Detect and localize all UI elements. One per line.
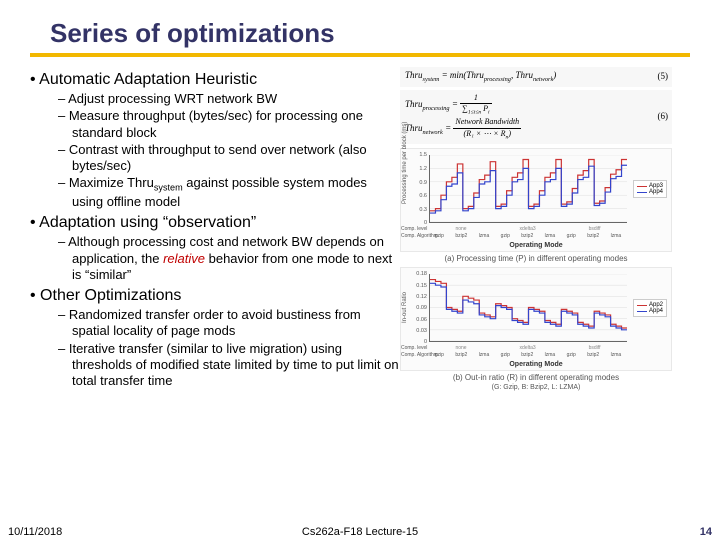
bullet-item: Although processing cost and network BW …: [58, 234, 400, 283]
chart-b-yticks: 00.030.060.090.120.150.18: [415, 274, 427, 342]
eq6-num: 1: [460, 93, 491, 104]
chart-a-xcat-sub: nonexdelta3bsdiff: [429, 226, 627, 232]
chart-b-title: (b) Out-in ratio (R) in different operat…: [400, 373, 672, 382]
bullet-heading-2: Adaptation using “observation”: [28, 214, 400, 232]
eq6-number: (6): [658, 111, 669, 123]
text-column: Automatic Adaptation Heuristic Adjust pr…: [0, 67, 400, 391]
chart-a-xlabel: Operating Mode: [509, 242, 562, 249]
bullet-item: Maximize Thrusystem against possible sys…: [58, 175, 400, 210]
main-content: Automatic Adaptation Heuristic Adjust pr…: [0, 67, 720, 391]
eq6b-num: Network Bandwidth: [453, 117, 521, 128]
chart-a-legend: App3App4: [633, 180, 667, 198]
chart-b-footnote: (G: Gzip, B: Bzip2, L: LZMA): [400, 384, 672, 391]
slide-title: Series of optimizations: [0, 0, 720, 53]
chart-a-ylabel: Processing time per block (ms): [402, 196, 408, 204]
chart-a-yticks: 00.30.60.91.21.5: [415, 155, 427, 223]
eq5-body: Thrusystem = min(Thruprocessing, Thrunet…: [405, 70, 556, 80]
chart-b-ylabel: In-out Ratio: [402, 315, 408, 323]
bullet-item: Measure throughput (bytes/sec) for proce…: [58, 108, 400, 141]
bullet-item: Iterative transfer (similar to live migr…: [58, 341, 400, 390]
chart-a-xcat: gzipbzip2lzmagzipbzip2lzmagzipbzip2lzma: [429, 233, 627, 239]
chart-a-plot: [429, 155, 627, 223]
eq6b-den: (R₁ × ⋯ × Rn): [453, 129, 521, 142]
chart-b-xcat-sub: nonexdelta3bsdiff: [429, 345, 627, 351]
figure-column: Thrusystem = min(Thruprocessing, Thrunet…: [400, 67, 680, 391]
bullet-heading-1: Automatic Adaptation Heuristic: [28, 71, 400, 89]
equation-6: Thruprocessing = 1∑1≤i≤n Pi Thrunetwork …: [400, 90, 672, 145]
eq6-den: ∑1≤i≤n Pi: [460, 104, 491, 117]
eq6-lhs: Thruprocessing =: [405, 99, 458, 109]
footer-lecture: Cs262a-F18 Lecture-15: [302, 526, 418, 538]
chart-b-plot: [429, 274, 627, 342]
bullet-item: Randomized transfer order to avoid busti…: [58, 307, 400, 340]
chart-b-row-1: Comp. level: [401, 345, 427, 351]
eq6b-lhs: Thrunetwork =: [405, 123, 451, 133]
equation-5: Thrusystem = min(Thruprocessing, Thrunet…: [400, 67, 672, 87]
bullet-heading-3: Other Optimizations: [28, 287, 400, 305]
chart-b-xcat: gzipbzip2lzmagzipbzip2lzmagzipbzip2lzma: [429, 352, 627, 358]
chart-a-row-2: Comp. Algorithm: [401, 233, 438, 239]
chart-b-xlabel: Operating Mode: [509, 361, 562, 368]
chart-b: In-out Ratio 00.030.060.090.120.150.18 A…: [400, 267, 672, 371]
bullet-item: Contrast with throughput to send over ne…: [58, 142, 400, 175]
eq5-number: (5): [658, 71, 669, 83]
footer-date: 10/11/2018: [8, 526, 62, 538]
bullet-item: Adjust processing WRT network BW: [58, 91, 400, 107]
chart-a-row-1: Comp. level: [401, 226, 427, 232]
title-underline: [30, 53, 690, 57]
chart-b-legend: App2App4: [633, 299, 667, 317]
chart-b-row-2: Comp. Algorithm: [401, 352, 438, 358]
footer-page-number: 14: [700, 526, 712, 538]
chart-a-title: (a) Processing time (P) in different ope…: [400, 254, 672, 263]
chart-a: Processing time per block (ms) 00.30.60.…: [400, 148, 672, 252]
